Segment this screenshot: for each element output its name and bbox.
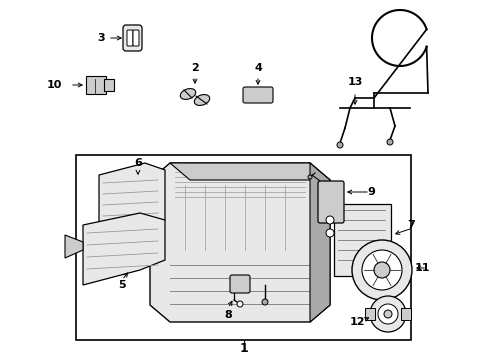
Circle shape — [325, 216, 333, 224]
FancyBboxPatch shape — [400, 308, 410, 320]
FancyBboxPatch shape — [229, 275, 249, 293]
Text: 2: 2 — [191, 63, 199, 73]
Circle shape — [325, 229, 333, 237]
Circle shape — [336, 142, 342, 148]
Text: 11: 11 — [414, 263, 429, 273]
Text: 6: 6 — [134, 158, 142, 168]
Circle shape — [237, 301, 243, 307]
Text: 13: 13 — [346, 77, 362, 87]
FancyBboxPatch shape — [123, 25, 142, 51]
FancyBboxPatch shape — [127, 30, 133, 46]
Text: 3: 3 — [97, 33, 105, 43]
Text: 4: 4 — [254, 63, 262, 73]
Circle shape — [373, 262, 389, 278]
Polygon shape — [309, 163, 329, 322]
FancyBboxPatch shape — [364, 308, 374, 320]
Ellipse shape — [194, 95, 209, 105]
Circle shape — [386, 139, 392, 145]
Polygon shape — [170, 163, 329, 180]
Circle shape — [377, 304, 397, 324]
Ellipse shape — [180, 89, 195, 99]
Circle shape — [262, 299, 267, 305]
FancyBboxPatch shape — [86, 76, 106, 94]
Text: 10: 10 — [46, 80, 62, 90]
Polygon shape — [99, 163, 164, 240]
Circle shape — [369, 296, 405, 332]
Text: 7: 7 — [407, 220, 414, 230]
FancyBboxPatch shape — [104, 79, 114, 91]
Text: 8: 8 — [224, 310, 231, 320]
Polygon shape — [65, 235, 83, 258]
Polygon shape — [83, 213, 164, 285]
Circle shape — [307, 175, 311, 179]
Polygon shape — [150, 163, 329, 322]
Text: 1: 1 — [239, 342, 248, 355]
Circle shape — [383, 310, 391, 318]
Circle shape — [361, 250, 401, 290]
Text: 9: 9 — [366, 187, 374, 197]
Bar — [76, 155, 410, 340]
FancyBboxPatch shape — [333, 204, 390, 276]
FancyBboxPatch shape — [317, 181, 343, 223]
Circle shape — [351, 240, 411, 300]
FancyBboxPatch shape — [133, 30, 139, 46]
Text: 12: 12 — [349, 317, 364, 327]
Text: 5: 5 — [118, 280, 125, 290]
FancyBboxPatch shape — [243, 87, 272, 103]
